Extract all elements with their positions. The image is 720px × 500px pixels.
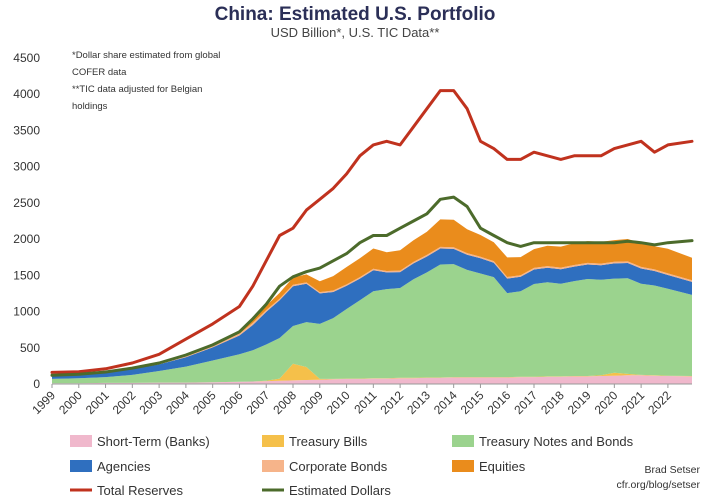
x-tick-label: 2001 [83, 388, 112, 417]
area-agencies [52, 248, 692, 379]
area-equities [52, 219, 692, 376]
legend-label-corporate-bonds: Corporate Bonds [289, 459, 388, 474]
note-line-3: **TIC data adjusted for Belgian [72, 84, 202, 95]
x-tick-label: 2010 [324, 388, 353, 417]
x-tick-label: 2007 [244, 388, 273, 417]
y-tick-label: 2000 [13, 232, 40, 246]
note-line-2: COFER data [72, 67, 127, 78]
legend-swatch-treasury-bills [262, 435, 284, 447]
line-estimated-dollars [50, 195, 694, 377]
y-tick-label: 4500 [13, 51, 40, 65]
x-tick-label: 2006 [217, 388, 246, 417]
legend-label-equities: Equities [479, 459, 526, 474]
x-tick-label: 2017 [511, 388, 540, 417]
chart-title: China: Estimated U.S. Portfolio [215, 4, 496, 25]
y-axis-ticks: 0 500 1000 1500 2000 2500 3000 3500 4000 4500 [13, 51, 40, 391]
x-tick-label: 2005 [190, 388, 219, 417]
chart-notes: *Dollar share estimated from global COFE… [72, 50, 220, 112]
x-tick-label: 2021 [618, 388, 647, 417]
legend-swatch-corporate-bonds [262, 460, 284, 472]
x-tick-label: 2012 [377, 388, 406, 417]
chart-subtitle: USD Billion*, U.S. TIC Data** [271, 25, 440, 40]
y-tick-label: 0 [33, 377, 40, 391]
line-series [50, 89, 694, 377]
x-tick-label: 2011 [351, 388, 379, 416]
legend: Short-Term (Banks) Treasury Bills Treasury… [70, 434, 634, 498]
legend-swatch-treasury-notes-and-bonds [452, 435, 474, 447]
y-tick-label: 3500 [13, 123, 40, 137]
x-tick-label: 2009 [297, 388, 326, 417]
line-total-reserves [50, 89, 694, 374]
x-tick-label: 1999 [29, 388, 58, 417]
legend-swatch-short-term-banks [70, 435, 92, 447]
x-tick-label: 2004 [163, 388, 192, 417]
legend-label-short-term-banks: Short-Term (Banks) [97, 434, 210, 449]
x-tick-label: 2015 [458, 388, 487, 417]
legend-label-agencies: Agencies [97, 459, 151, 474]
x-tick-label: 2019 [565, 388, 594, 417]
y-tick-label: 3000 [13, 160, 40, 174]
y-tick-label: 1500 [13, 268, 40, 282]
legend-label-treasury-bills: Treasury Bills [289, 434, 368, 449]
x-tick-label: 2000 [56, 388, 85, 417]
y-tick-label: 1000 [13, 305, 40, 319]
x-tick-label: 2016 [485, 388, 514, 417]
y-tick-label: 4000 [13, 87, 40, 101]
credit-url: cfr.org/blog/setser [617, 479, 701, 491]
x-tick-label: 2022 [645, 388, 674, 417]
legend-label-treasury-notes-and-bonds: Treasury Notes and Bonds [479, 434, 634, 449]
area-short-term-banks [52, 375, 692, 384]
x-tick-label: 2014 [431, 388, 460, 417]
credit-author: Brad Setser [645, 464, 701, 476]
x-tick-label: 2020 [592, 388, 621, 417]
x-tick-label: 2008 [270, 388, 299, 417]
note-line-1: *Dollar share estimated from global [72, 50, 220, 61]
y-tick-label: 2500 [13, 196, 40, 210]
stacked-areas [52, 219, 692, 384]
legend-swatch-agencies [70, 460, 92, 472]
note-line-4: holdings [72, 101, 108, 112]
y-tick-label: 500 [20, 341, 40, 355]
legend-label-estimated-dollars: Estimated Dollars [289, 483, 391, 498]
x-tick-label: 2002 [110, 388, 139, 417]
legend-label-total-reserves: Total Reserves [97, 483, 183, 498]
x-tick-label: 2018 [538, 388, 567, 417]
x-tick-label: 2003 [136, 388, 165, 417]
x-axis-ticks: 1999200020012002200320042005200620072008… [29, 384, 674, 417]
legend-swatch-equities [452, 460, 474, 472]
x-tick-label: 2013 [404, 388, 433, 417]
area-treasury-notes-and-bonds [52, 264, 692, 384]
